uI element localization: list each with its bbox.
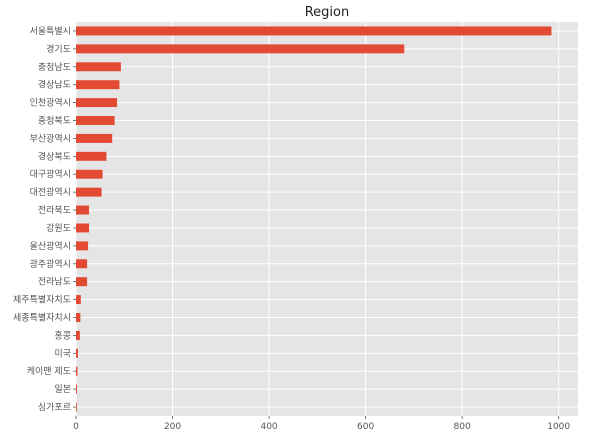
- x-tick-label-2: 400: [260, 422, 277, 432]
- bar-5: [76, 116, 115, 125]
- category-label-0: 서울특별시: [30, 26, 71, 37]
- bar-2: [76, 62, 121, 72]
- bar-1: [76, 44, 405, 54]
- category-label-3: 경상남도: [38, 79, 71, 91]
- bar-14: [76, 277, 88, 287]
- category-label-2: 충청남도: [38, 62, 71, 73]
- category-label-18: 미국: [54, 348, 71, 359]
- bar-20: [76, 384, 77, 394]
- bar-21: [76, 402, 77, 412]
- bars: [76, 26, 552, 412]
- bar-12: [76, 241, 89, 251]
- bar-8: [76, 169, 103, 179]
- bar-15: [76, 295, 81, 305]
- category-label-6: 부산광역시: [30, 132, 71, 144]
- category-label-17: 홍콩: [54, 329, 71, 341]
- x-tick-label-3: 600: [357, 422, 374, 432]
- bar-0: [76, 26, 552, 36]
- category-label-15: 제주특별자치도: [13, 294, 71, 306]
- category-label-14: 전라남도: [38, 277, 71, 288]
- bar-17: [76, 330, 80, 340]
- bar-10: [76, 205, 90, 215]
- bar-3: [76, 80, 120, 90]
- x-tick-label-0: 0: [73, 422, 79, 432]
- category-label-10: 전라북도: [38, 205, 71, 216]
- category-label-4: 인천광역시: [30, 97, 71, 109]
- category-label-8: 대구광역시: [30, 168, 71, 180]
- bar-11: [76, 223, 90, 233]
- chart-title: Region: [305, 5, 350, 20]
- category-label-12: 울산광역시: [30, 240, 71, 252]
- category-label-7: 경상북도: [38, 150, 71, 162]
- x-tick-labels: 0 200 400 600 800 1000: [73, 416, 570, 432]
- category-label-13: 광주광역시: [30, 258, 71, 270]
- x-tick-label-4: 800: [454, 422, 471, 432]
- category-label-20: 일본: [54, 384, 71, 395]
- bar-16: [76, 313, 81, 322]
- category-label-21: 싱가포르: [38, 402, 71, 413]
- category-label-16: 세종특별자치시: [13, 312, 71, 324]
- bar-7: [76, 151, 107, 161]
- bar-4: [76, 98, 118, 108]
- bar-6: [76, 133, 113, 143]
- x-tick-label-5: 1000: [547, 422, 570, 432]
- bar-9: [76, 187, 102, 197]
- category-label-9: 대전광역시: [30, 186, 71, 198]
- bar-19: [76, 366, 78, 376]
- plot-background: [76, 22, 578, 416]
- x-tick-label-1: 200: [164, 422, 181, 432]
- bar-18: [76, 348, 78, 358]
- bar-13: [76, 259, 88, 269]
- category-label-5: 충청북도: [38, 116, 71, 127]
- category-labels: 서울특별시경기도충청남도경상남도인천광역시충청북도부산광역시경상북도대구광역시대…: [13, 26, 76, 413]
- category-label-19: 케이맨 제도: [27, 366, 71, 377]
- category-label-1: 경기도: [46, 43, 71, 55]
- category-label-11: 강원도: [46, 223, 71, 234]
